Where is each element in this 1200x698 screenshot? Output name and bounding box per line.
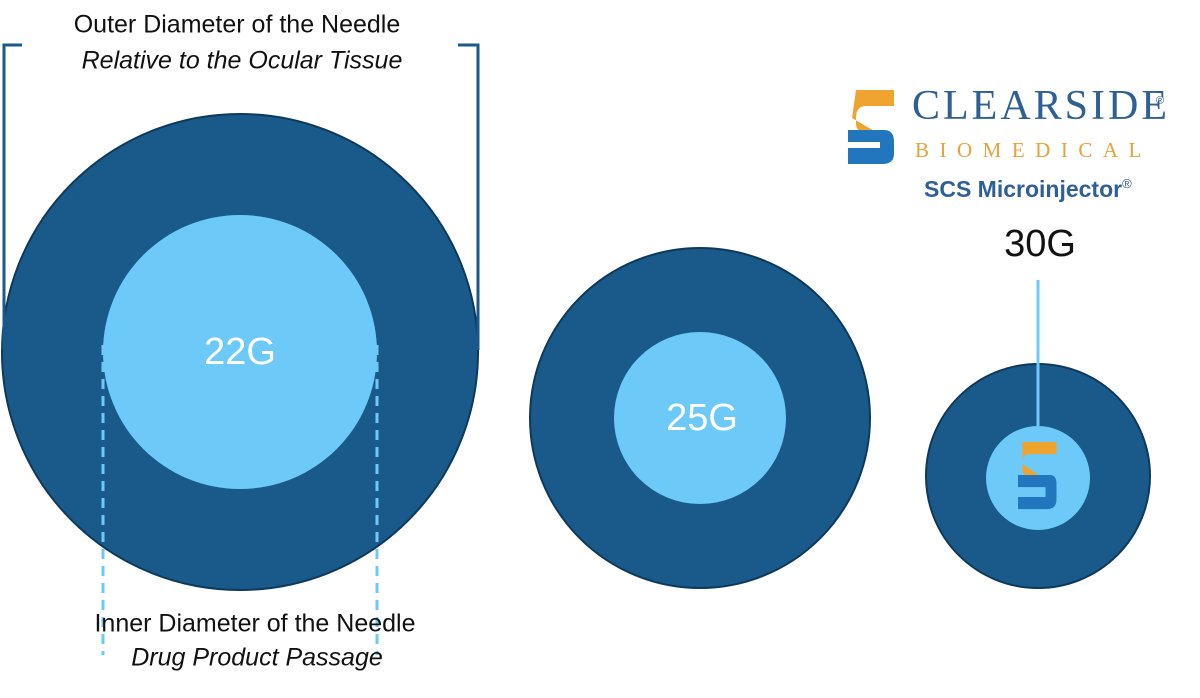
product-text: SCS Microinjector: [924, 176, 1122, 202]
logo-tagline: BIOMEDICAL: [915, 138, 1152, 162]
product-name: SCS Microinjector®: [924, 176, 1132, 202]
needle-label: 22G: [204, 331, 276, 373]
logo-mark: ®: [1156, 95, 1164, 107]
logo-icon: [848, 90, 894, 164]
logo-name: CLEARSIDE: [912, 83, 1170, 129]
product-mark: ®: [1122, 176, 1132, 191]
outer-bracket: [2, 43, 480, 350]
needle-label: 25G: [666, 397, 738, 439]
inner-subtitle: Drug Product Passage: [131, 644, 383, 672]
outer-title: Outer Diameter of the Needle: [74, 11, 401, 39]
needle-label: 30G: [1004, 223, 1076, 265]
outer-subtitle: Relative to the Ocular Tissue: [82, 47, 403, 75]
inner-25g: [614, 332, 786, 504]
logo-icon-small: [1018, 442, 1057, 510]
inner-22g: [103, 215, 377, 489]
inner-title: Inner Diameter of the Needle: [94, 610, 415, 638]
